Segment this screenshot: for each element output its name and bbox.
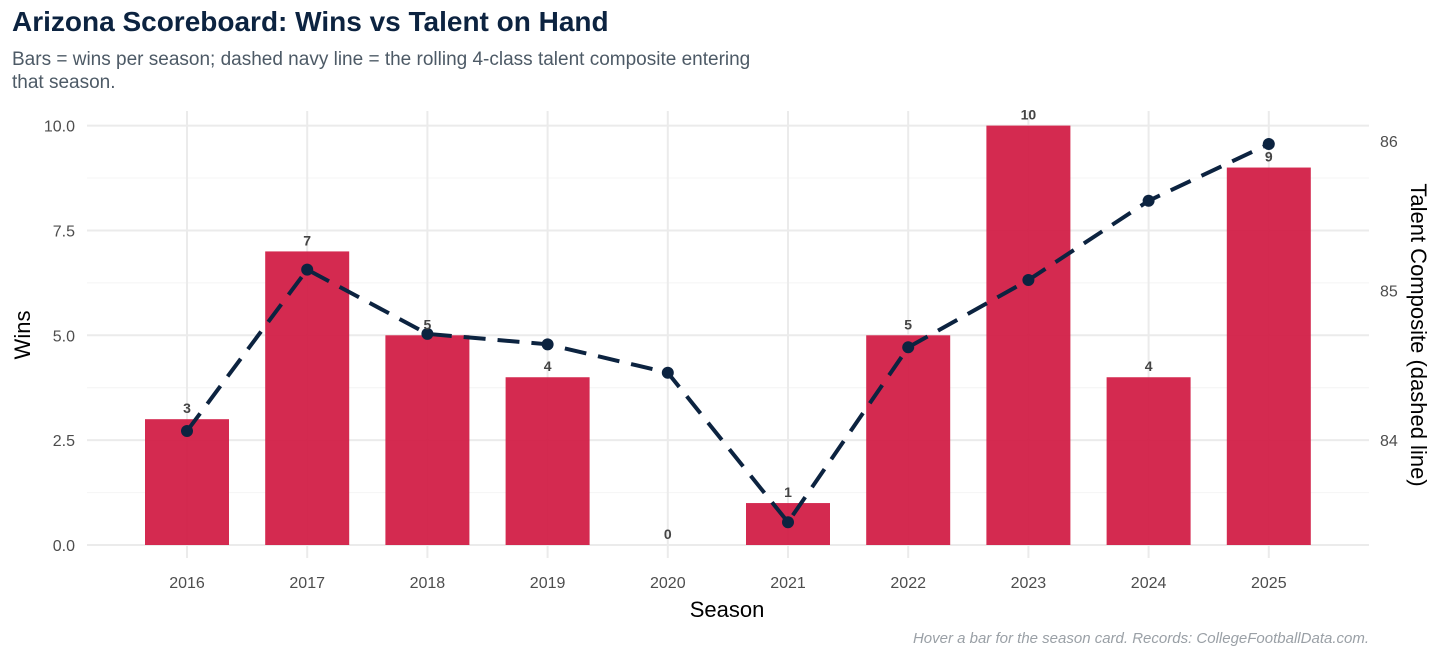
bar-value-label: 5 [424, 316, 432, 332]
y-tick-label: 2.5 [53, 433, 75, 450]
chart-subtitle: Bars = wins per season; dashed navy line… [12, 49, 751, 93]
bar-value-label: 5 [904, 316, 912, 332]
talent-point-2024 [1142, 194, 1155, 207]
x-tick-label: 2024 [1131, 575, 1167, 592]
y-tick-label: 0.0 [53, 538, 75, 555]
talent-point-2016 [181, 425, 193, 438]
bar-2019[interactable] [505, 377, 590, 545]
x-tick-label: 2020 [650, 575, 686, 592]
bar-value-label: 9 [1265, 149, 1273, 165]
talent-point-2022 [902, 341, 915, 354]
y2-axis-title: Talent Composite (dashed line) [1406, 183, 1431, 486]
bar-2016[interactable] [145, 419, 229, 545]
x-tick-label: 2021 [770, 575, 806, 592]
x-axis-title: Season [690, 597, 765, 622]
x-tick-label: 2023 [1011, 575, 1047, 592]
y-tick-label: 5.0 [53, 328, 75, 345]
bar-2018[interactable] [385, 335, 470, 545]
y2-tick-label: 85 [1380, 284, 1398, 301]
bar-value-label: 3 [183, 400, 191, 416]
bar-value-label: 7 [303, 232, 311, 248]
talent-point-2017 [301, 263, 314, 276]
bar-value-label: 1 [784, 484, 792, 500]
talent-point-2018 [421, 327, 434, 340]
talent-point-2025 [1262, 137, 1275, 150]
bar-value-label: 4 [544, 358, 552, 374]
y-tick-label: 7.5 [53, 223, 75, 240]
x-tick-label: 2017 [289, 575, 325, 592]
x-tick-label: 2018 [410, 575, 446, 592]
bar-value-label: 4 [1145, 358, 1153, 374]
bar-value-label: 10 [1021, 107, 1037, 123]
chart-title: Arizona Scoreboard: Wins vs Talent on Ha… [12, 6, 609, 37]
talent-point-2021 [782, 516, 794, 529]
axes: 0.0 2.5 5.0 7.5 10.0 84 85 86 2016 2017 2018 2019 20… [44, 119, 1398, 592]
talent-line-path [185, 142, 1270, 525]
x-tick-label: 2022 [890, 575, 926, 592]
bar-2025[interactable] [1226, 167, 1311, 546]
talent-line [181, 137, 1275, 529]
x-tick-label: 2025 [1251, 575, 1287, 592]
y-tick-label: 10.0 [44, 119, 75, 136]
talent-point-2023 [1022, 274, 1035, 287]
bar-labels: 3 7 5 4 0 1 5 10 4 9 [183, 107, 1273, 542]
bar-2017[interactable] [265, 251, 350, 546]
x-tick-label: 2016 [169, 575, 205, 592]
talent-point-2020 [661, 366, 674, 379]
bar-2024[interactable] [1106, 377, 1191, 545]
bar-2022[interactable] [866, 335, 951, 545]
talent-point-2019 [541, 338, 554, 351]
x-tick-label: 2019 [530, 575, 566, 592]
y2-tick-label: 84 [1380, 433, 1398, 450]
bar-2023[interactable] [986, 125, 1071, 545]
bar-value-label: 0 [664, 526, 672, 542]
y-axis-title: Wins [10, 311, 35, 360]
chart-caption: Hover a bar for the season card. Records… [912, 630, 1369, 647]
y2-tick-label: 86 [1380, 134, 1398, 151]
